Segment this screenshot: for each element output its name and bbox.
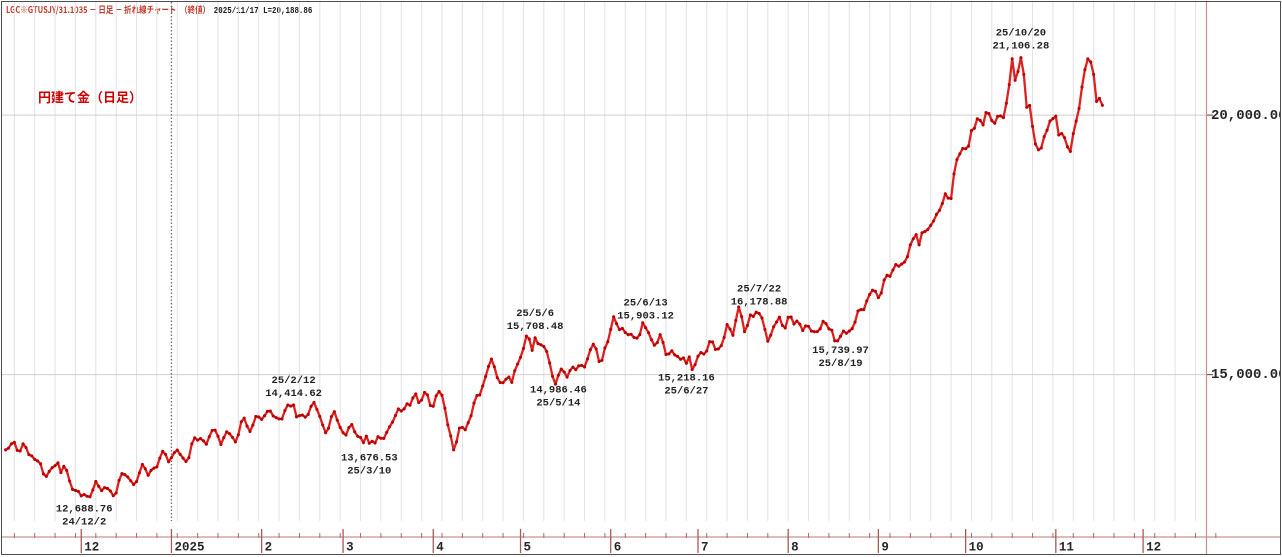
svg-text:3: 3 bbox=[346, 541, 354, 555]
svg-text:24/12/2: 24/12/2 bbox=[62, 517, 106, 529]
svg-text:8: 8 bbox=[791, 541, 799, 555]
svg-text:25/2/12: 25/2/12 bbox=[272, 375, 316, 387]
svg-text:25/8/19: 25/8/19 bbox=[818, 358, 862, 370]
svg-text:2: 2 bbox=[265, 541, 273, 555]
svg-text:12,688.76: 12,688.76 bbox=[56, 504, 113, 516]
svg-text:25/3/10: 25/3/10 bbox=[347, 465, 391, 477]
svg-text:4: 4 bbox=[436, 541, 444, 555]
svg-text:25/5/14: 25/5/14 bbox=[536, 397, 580, 409]
svg-text:14,986.46: 14,986.46 bbox=[530, 384, 587, 396]
svg-text:11: 11 bbox=[1059, 541, 1074, 555]
svg-text:6: 6 bbox=[614, 541, 622, 555]
svg-text:25/5/6: 25/5/6 bbox=[516, 308, 554, 320]
svg-text:7: 7 bbox=[701, 541, 709, 555]
svg-text:10: 10 bbox=[969, 541, 984, 555]
svg-text:15,739.97: 15,739.97 bbox=[812, 345, 869, 357]
svg-text:15,218.16: 15,218.16 bbox=[658, 372, 715, 384]
svg-text:15,903.12: 15,903.12 bbox=[617, 311, 674, 323]
svg-text:5: 5 bbox=[524, 541, 532, 555]
svg-text:12: 12 bbox=[1146, 541, 1161, 555]
svg-text:15,708.48: 15,708.48 bbox=[507, 321, 564, 333]
svg-text:9: 9 bbox=[881, 541, 889, 555]
svg-text:25/10/20: 25/10/20 bbox=[996, 28, 1046, 40]
svg-text:13,676.53: 13,676.53 bbox=[341, 452, 398, 464]
svg-text:25/6/13: 25/6/13 bbox=[624, 298, 668, 310]
svg-text:14,414.62: 14,414.62 bbox=[265, 388, 322, 400]
svg-text:25/6/27: 25/6/27 bbox=[664, 385, 708, 397]
svg-text:21,106.28: 21,106.28 bbox=[993, 41, 1050, 53]
svg-text:25/7/22: 25/7/22 bbox=[737, 283, 781, 295]
svg-text:12: 12 bbox=[84, 541, 99, 555]
svg-text:2025: 2025 bbox=[174, 541, 204, 555]
